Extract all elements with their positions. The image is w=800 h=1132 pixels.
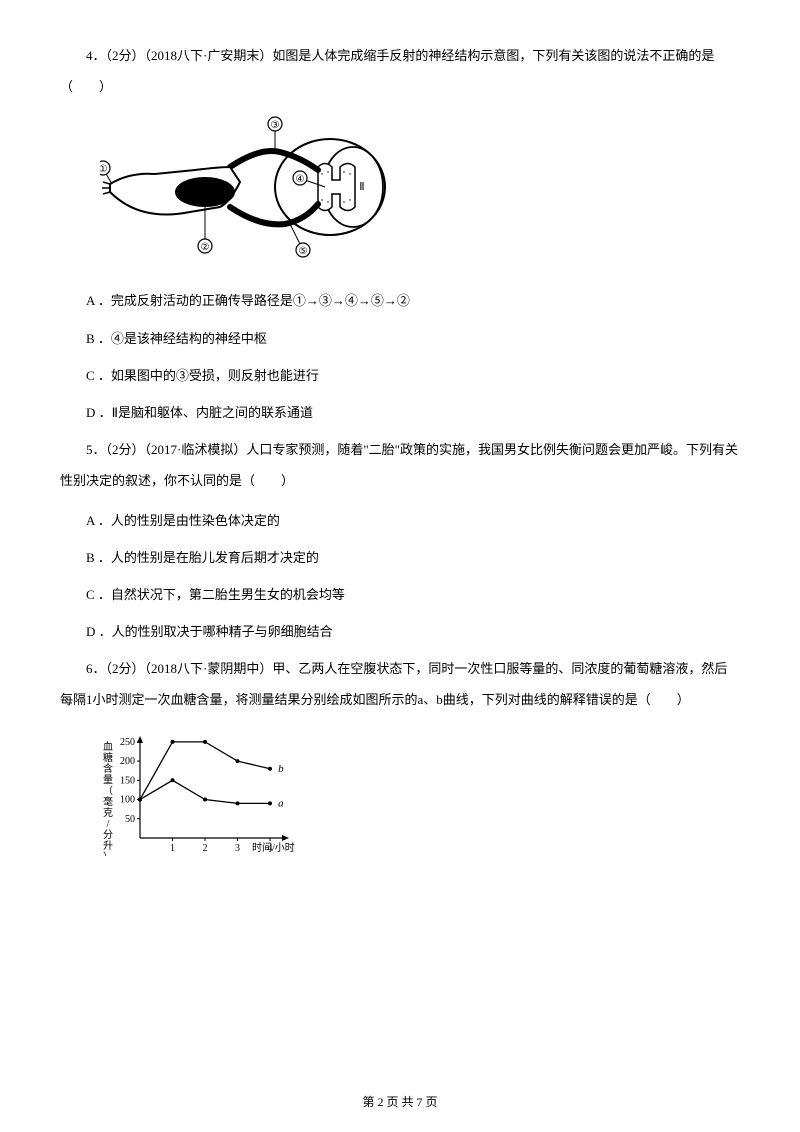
svg-text:100: 100: [120, 794, 135, 805]
svg-text:糖: 糖: [103, 751, 113, 764]
svg-text:200: 200: [120, 756, 135, 767]
q5-option-b: B ．人的性别是在胎儿发育后期才决定的: [60, 542, 740, 573]
svg-text:50: 50: [125, 813, 135, 824]
svg-text:250: 250: [120, 736, 135, 747]
svg-text:（: （: [103, 785, 113, 797]
q6-stem: 6．（2分）（2018八下·蒙阴期中）甲、乙两人在空腹状态下，同时一次性口服等量…: [60, 653, 740, 715]
q4-option-d: D ．Ⅱ是脑和躯体、内脏之间的联系通道: [60, 397, 740, 428]
label-5: ⑤: [299, 246, 308, 257]
svg-text:毫: 毫: [103, 795, 113, 808]
svg-text:/: /: [107, 819, 110, 830]
q5-option-d: D ．人的性别取决于哪种精子与卵细胞结合: [60, 616, 740, 647]
q4-option-c: C ．如果图中的③受损，则反射也能进行: [60, 360, 740, 391]
svg-text:2: 2: [203, 843, 208, 854]
label-1: ①: [100, 164, 108, 175]
svg-text:升: 升: [103, 840, 113, 852]
q5-stem: 5．（2分）（2017·临沭模拟）人口专家预测，随着"二胎"政策的实施，我国男女…: [60, 434, 740, 496]
svg-text:时间/小时: 时间/小时: [252, 841, 295, 854]
q6-chart: 501001502002501234ba血糖含量（毫克/分升）时间/小时: [100, 726, 740, 861]
svg-text:血: 血: [103, 740, 113, 753]
q4-option-b: B ．④是该神经结构的神经中枢: [60, 323, 740, 354]
label-I: Ⅰ: [330, 171, 333, 183]
q4-option-a: A ．完成反射活动的正确传导路径是①→③→④→⑤→②: [60, 285, 740, 316]
label-II: Ⅱ: [359, 181, 364, 193]
svg-text:分: 分: [103, 829, 113, 841]
svg-text:b: b: [278, 762, 284, 774]
label-4: ④: [296, 174, 305, 185]
label-2: ②: [201, 242, 210, 253]
svg-text:含: 含: [103, 762, 113, 775]
svg-text:1: 1: [170, 843, 175, 854]
svg-text:量: 量: [103, 774, 113, 786]
q5-option-c: C ．自然状况下，第二胎生男生女的机会均等: [60, 579, 740, 610]
svg-text:150: 150: [120, 775, 135, 786]
svg-text:克: 克: [103, 807, 113, 819]
svg-text:a: a: [278, 797, 284, 809]
q5-option-a: A ．人的性别是由性染色体决定的: [60, 505, 740, 536]
svg-text:）: ）: [103, 851, 113, 856]
page-footer: 第 2 页 共 7 页: [0, 1093, 800, 1110]
svg-text:3: 3: [235, 843, 240, 854]
q4-diagram: ① ② ③ ④ ⑤ Ⅰ Ⅱ: [100, 112, 740, 267]
label-3: ③: [271, 120, 280, 131]
q4-stem: 4．（2分）（2018八下·广安期末）如图是人体完成缩手反射的神经结构示意图，下…: [60, 40, 740, 102]
